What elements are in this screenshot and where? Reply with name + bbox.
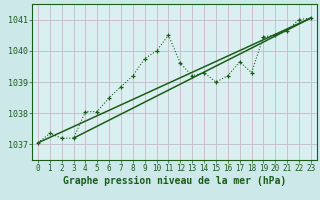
X-axis label: Graphe pression niveau de la mer (hPa): Graphe pression niveau de la mer (hPa) bbox=[63, 176, 286, 186]
